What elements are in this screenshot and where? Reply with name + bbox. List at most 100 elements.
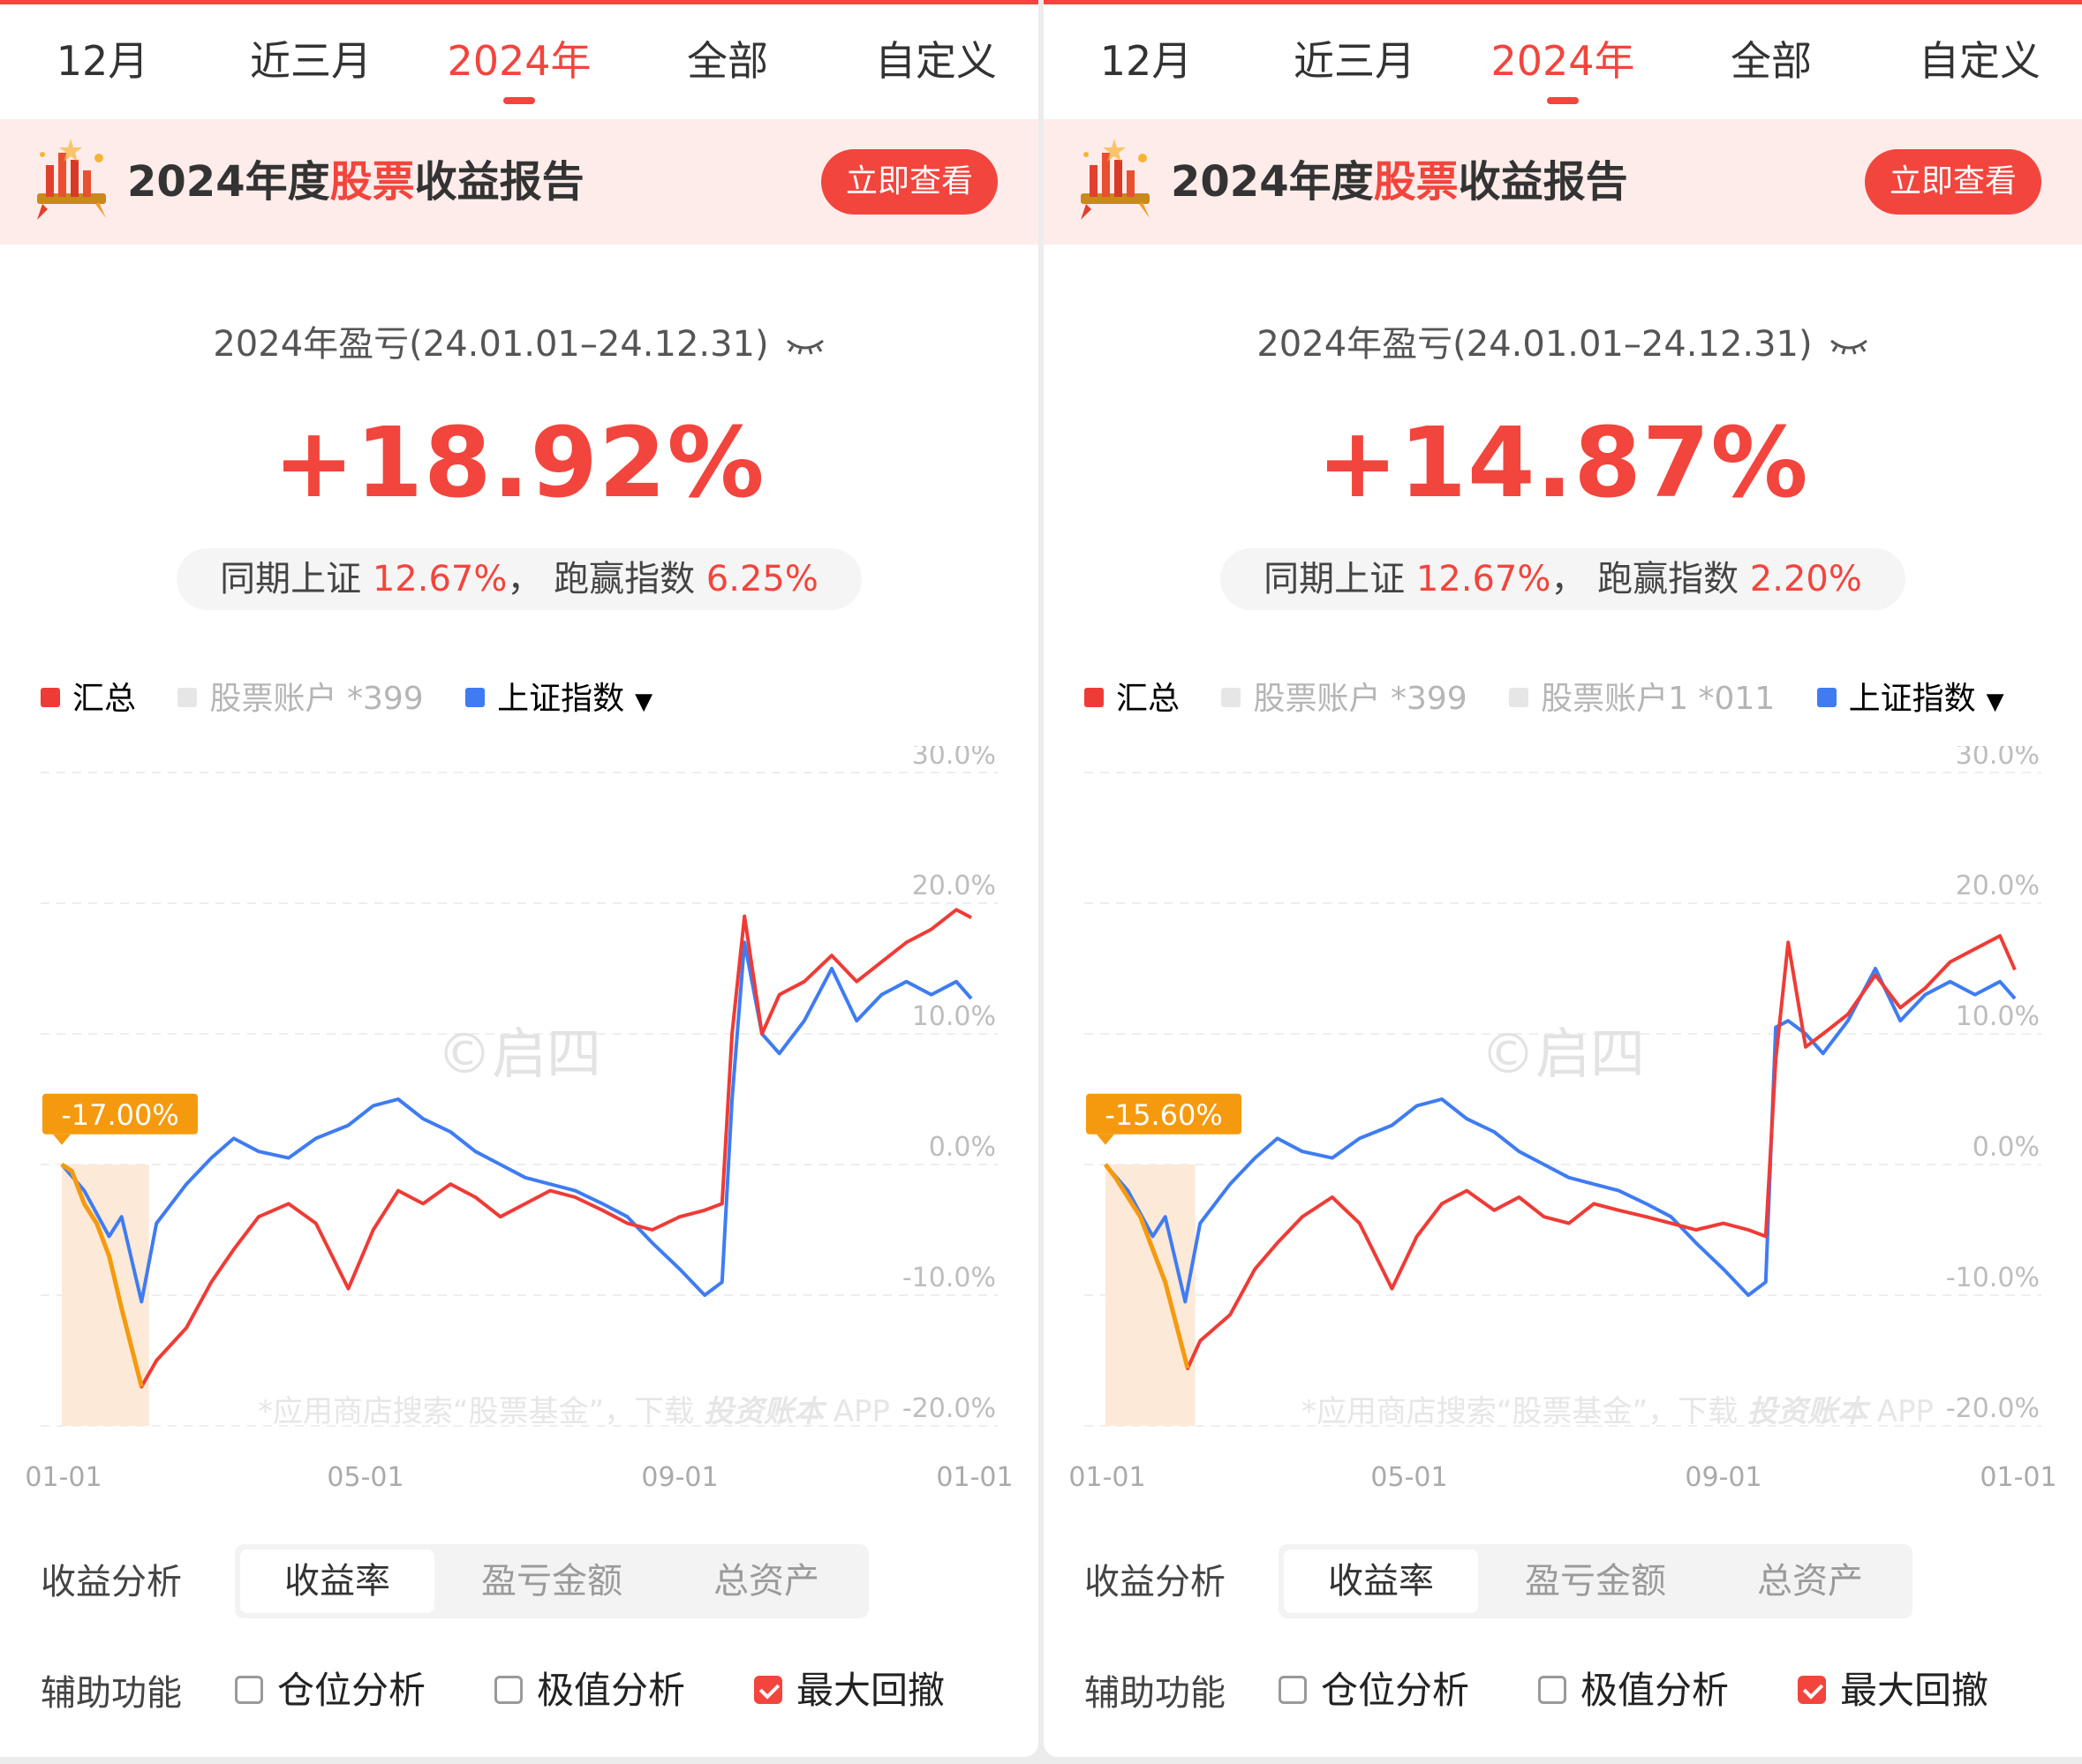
summary-return-line	[60, 908, 972, 1389]
return-chart: 30.0% 20.0% 10.0% 0.0% -10.0% -20.0% 01-01 05-0…	[0, 746, 1038, 1488]
segment-total-assets[interactable]: 总资产	[1757, 1561, 1863, 1602]
checkbox-icon	[1279, 1675, 1307, 1704]
tab-all[interactable]: 全部	[1731, 37, 1812, 85]
view-now-button[interactable]: 立即查看	[821, 149, 998, 215]
y-tick-label: -10.0%	[902, 1263, 996, 1293]
view-now-button[interactable]: 立即查看	[1865, 149, 2041, 215]
active-tab-indicator	[1547, 97, 1579, 104]
fireworks-icon	[1081, 139, 1150, 220]
drawdown-line	[60, 1162, 144, 1388]
segment-return-rate[interactable]: 收益率	[240, 1549, 434, 1613]
footer-watermark: *应用商店搜索“股票基金”，下载 投资账本 APP	[258, 1394, 890, 1429]
caret-down-icon: ▼	[1986, 689, 2004, 715]
watermark-text: ©启四	[437, 1021, 601, 1086]
y-tick-label: 20.0%	[912, 871, 996, 901]
tab-all[interactable]: 全部	[687, 37, 768, 85]
legend-stock-account[interactable]: 股票账户 *399	[1221, 677, 1467, 721]
legend-stock-account-1[interactable]: 股票账户1 *011	[1509, 677, 1775, 721]
drawdown-region	[62, 1165, 149, 1426]
report-panel-right: 12月 近三月 2024年 全部 自定义 2024年度股票收益报告 立即查看 2…	[1044, 0, 2082, 1757]
return-chart-svg: 30.0% 20.0% 10.0% 0.0% -10.0% -20.0% 01-01 05-0…	[25, 746, 1013, 1488]
y-tick-label: 0.0%	[1973, 1132, 2040, 1163]
active-tab-indicator	[503, 97, 535, 104]
chart-legend: 汇总 股票账户 *399 上证指数 ▼	[41, 677, 684, 721]
tab-2024[interactable]: 2024年	[1490, 37, 1635, 85]
checkbox-icon	[235, 1675, 263, 1704]
legend-stock-account[interactable]: 股票账户 *399	[177, 677, 424, 721]
tab-2024[interactable]: 2024年	[447, 37, 592, 85]
drawdown-callout-pointer	[53, 1134, 71, 1145]
segment-return-rate[interactable]: 收益率	[1284, 1549, 1478, 1613]
x-tick-label: 05-01	[327, 1462, 404, 1488]
x-tick-label: 05-01	[1370, 1462, 1447, 1488]
segment-profit-amount[interactable]: 盈亏金额	[481, 1561, 622, 1602]
legend-summary[interactable]: 汇总	[41, 677, 136, 721]
y-tick-label: 30.0%	[912, 746, 996, 771]
eye-closed-icon[interactable]	[1829, 335, 1869, 357]
report-panel-left: 12月 近三月 2024年 全部 自定义 2024年度股票收益报告 立即查看 2…	[0, 0, 1038, 1757]
y-tick-label: 30.0%	[1956, 746, 2040, 771]
x-tick-label: 01-01	[1980, 1462, 2056, 1488]
legend-shanghai-index[interactable]: 上证指数 ▼	[465, 677, 653, 724]
segment-total-assets[interactable]: 总资产	[713, 1561, 819, 1602]
drawdown-callout-label: -17.00%	[61, 1098, 179, 1132]
extreme-analysis-checkbox[interactable]: 极值分析	[1538, 1661, 1729, 1712]
extreme-analysis-checkbox[interactable]: 极值分析	[494, 1661, 685, 1712]
checkbox-icon	[494, 1675, 523, 1704]
x-tick-label: 09-01	[1685, 1462, 1761, 1488]
drawdown-callout-box	[1086, 1093, 1241, 1135]
max-drawdown-checkbox[interactable]: 最大回撤	[754, 1661, 945, 1712]
period-label: 2024年盈亏(24.01.01–24.12.31)	[0, 315, 1038, 366]
eye-closed-icon[interactable]	[785, 335, 826, 357]
summary-return-line	[1104, 934, 2017, 1370]
chart-legend: 汇总 股票账户 *399 股票账户1 *011 上证指数 ▼	[1084, 677, 2036, 721]
tab-december[interactable]: 12月	[1099, 37, 1193, 85]
drawdown-callout-box	[42, 1093, 198, 1135]
banner-title: 2024年度股票收益报告	[1171, 157, 1628, 207]
annual-report-banner[interactable]: 2024年度股票收益报告 立即查看	[0, 119, 1038, 245]
watermark-text: ©启四	[1481, 1021, 1645, 1086]
total-return-value: +14.87%	[1316, 406, 1809, 519]
position-analysis-checkbox[interactable]: 仓位分析	[235, 1661, 426, 1712]
tab-custom[interactable]: 自定义	[875, 37, 997, 85]
analysis-segmented-control: 收益率 盈亏金额 总资产	[1279, 1544, 1912, 1618]
return-chart-svg: 30.0% 20.0% 10.0% 0.0% -10.0% -20.0% 01-01 05-0…	[1068, 746, 2056, 1488]
return-chart: 30.0% 20.0% 10.0% 0.0% -10.0% -20.0% 01-01 05-0…	[1044, 746, 2082, 1488]
caret-down-icon: ▼	[635, 689, 653, 715]
y-tick-label: 10.0%	[1956, 1001, 2040, 1032]
footer-watermark: *应用商店搜索“股票基金”，下载 投资账本 APP	[1301, 1394, 1934, 1429]
total-return-value: +18.92%	[273, 406, 766, 519]
drawdown-callout-pointer	[1097, 1134, 1114, 1145]
analysis-label: 收益分析	[41, 1562, 182, 1602]
banner-title: 2024年度股票收益报告	[127, 157, 585, 207]
max-drawdown-checkbox[interactable]: 最大回撤	[1798, 1661, 1988, 1712]
annual-report-banner[interactable]: 2024年度股票收益报告 立即查看	[1044, 119, 2082, 245]
shanghai-index-line	[1104, 967, 2017, 1304]
tab-custom[interactable]: 自定义	[1919, 37, 2041, 85]
tab-last-three-months[interactable]: 近三月	[1294, 37, 1415, 85]
segment-profit-amount[interactable]: 盈亏金额	[1525, 1561, 1666, 1602]
analysis-segmented-control: 收益率 盈亏金额 总资产	[235, 1544, 869, 1618]
shanghai-index-line	[60, 940, 973, 1304]
position-analysis-checkbox[interactable]: 仓位分析	[1279, 1661, 1469, 1712]
aux-functions-label: 辅助功能	[1084, 1673, 1226, 1714]
aux-functions-label: 辅助功能	[41, 1673, 182, 1714]
x-tick-label: 01-01	[1068, 1462, 1145, 1488]
legend-summary[interactable]: 汇总	[1084, 677, 1180, 721]
checkbox-checked-icon	[754, 1675, 782, 1704]
benchmark-comparison: 同期上证 12.67%， 跑赢指数 2.20%	[1220, 548, 1905, 610]
y-tick-label: 20.0%	[1956, 871, 2040, 901]
drawdown-callout-label: -15.60%	[1105, 1098, 1223, 1132]
drawdown-region	[1105, 1165, 1196, 1426]
y-tick-label: 0.0%	[929, 1132, 996, 1163]
tab-december[interactable]: 12月	[56, 37, 149, 85]
y-tick-label: -20.0%	[1946, 1393, 2040, 1424]
y-tick-label: 10.0%	[912, 1001, 996, 1032]
checkbox-checked-icon	[1798, 1675, 1826, 1704]
tab-last-three-months[interactable]: 近三月	[250, 37, 372, 85]
y-tick-label: -20.0%	[902, 1393, 996, 1424]
benchmark-comparison: 同期上证 12.67%， 跑赢指数 6.25%	[177, 548, 862, 610]
x-tick-label: 01-01	[25, 1462, 102, 1488]
legend-shanghai-index[interactable]: 上证指数 ▼	[1816, 677, 2004, 724]
y-tick-label: -10.0%	[1946, 1263, 2040, 1293]
